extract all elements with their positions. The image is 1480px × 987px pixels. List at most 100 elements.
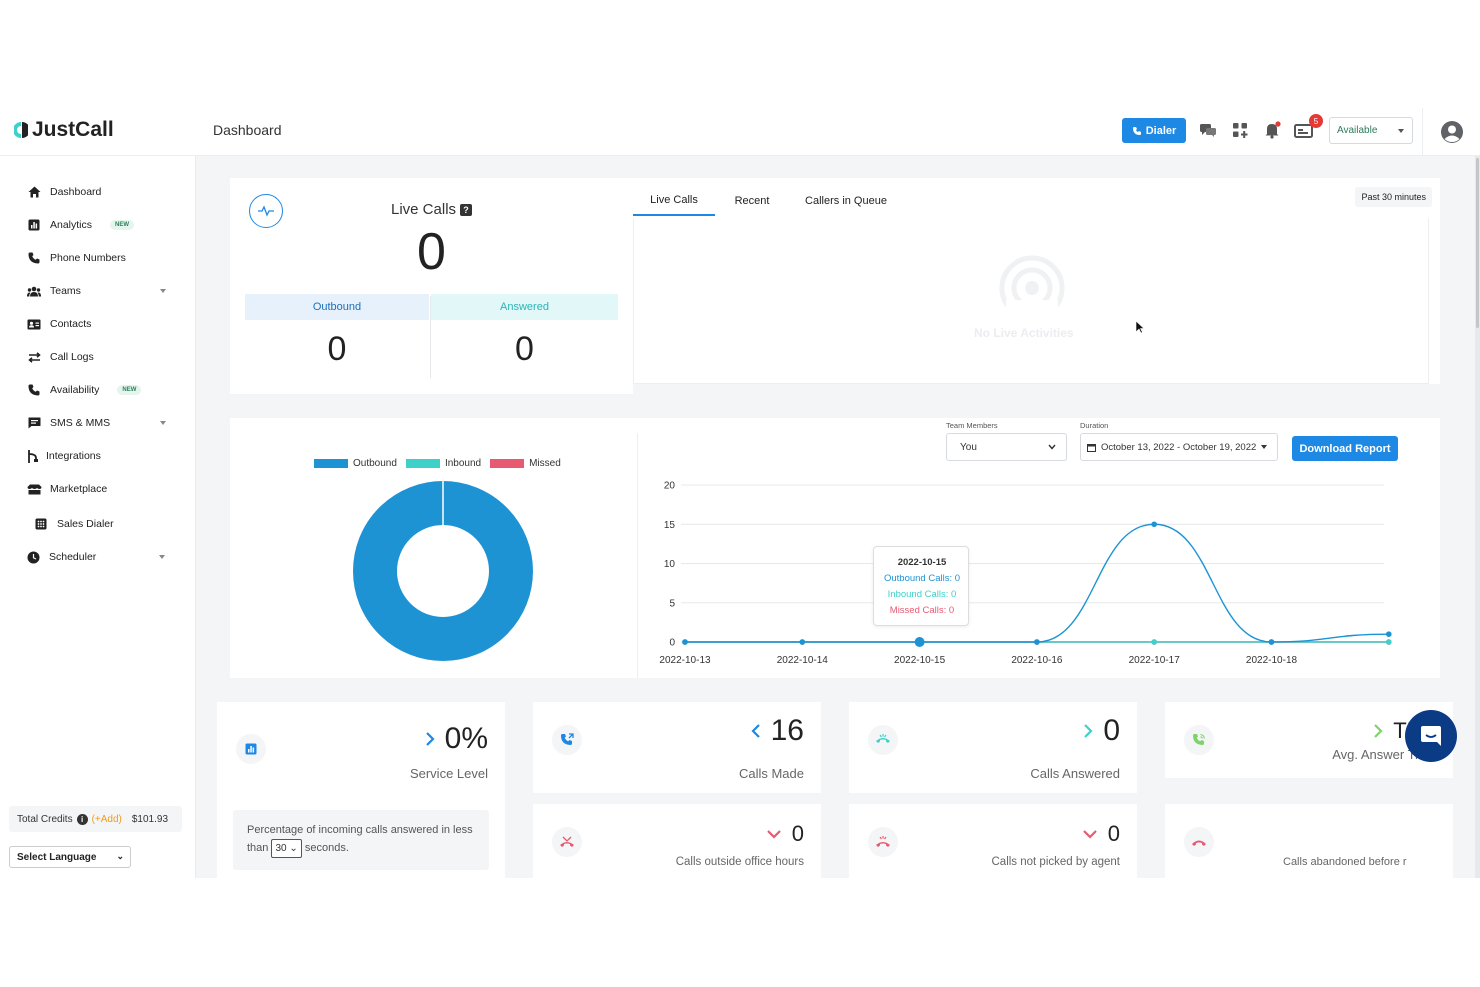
sidebar-item-label: Teams [50,285,81,297]
seconds-select[interactable]: 30 ⌄ [271,839,302,858]
team-members-select[interactable]: You [946,433,1067,461]
sidebar-item-availability[interactable]: Availability NEW [26,380,176,400]
outgoing-call-icon [552,725,582,755]
data-point-outbound [1034,639,1040,645]
outside-hours-number: 0 [791,821,804,846]
x-tick-label: 2022-10-16 [1011,655,1063,666]
y-tick-label: 15 [664,520,676,531]
chevron-down-icon [160,289,166,293]
data-point-inbound [1386,639,1392,645]
mouse-cursor-icon [1135,320,1145,334]
y-tick-label: 5 [669,598,675,609]
sidebar-item-scheduler[interactable]: Scheduler [25,547,175,567]
legend-swatch-inbound [405,459,440,468]
people-icon [26,284,42,298]
calls-made-card: 16 Calls Made [533,702,821,793]
live-calls-title-text: Live Calls [391,201,457,218]
abandoned-label: Calls abandoned before r [1283,856,1407,868]
add-credits-link[interactable]: (+Add) [91,813,122,825]
chevron-left-icon[interactable] [751,723,761,739]
chevron-right-icon[interactable] [1083,723,1093,739]
chevron-down-icon: ⌄ [116,851,124,861]
not-picked-card: 0 Calls not picked by agent [849,804,1137,878]
tab-live-calls[interactable]: Live Calls [633,186,715,216]
dialer-button[interactable]: Dialer [1122,118,1186,143]
hang-up-icon [1184,827,1214,857]
duration-picker[interactable]: October 13, 2022 - October 19, 2022 [1080,433,1278,461]
chevron-down-icon[interactable] [1082,829,1098,839]
live-calls-title: Live Calls ? [391,201,473,218]
legend-label: Inbound [444,458,482,469]
info-icon[interactable]: i [76,813,88,825]
sidebar-item-call-logs[interactable]: Call Logs [26,347,176,367]
outside-hours-card: 0 Calls outside office hours [533,804,821,878]
tab-callers-in-queue[interactable]: Callers in Queue [805,195,887,207]
sidebar-item-label: Dashboard [50,186,102,198]
logo[interactable]: JustCall [14,118,114,142]
calls-answered-number: 0 [1103,714,1120,747]
outside-hours-value: 0 [766,821,804,847]
chevron-down-icon[interactable] [766,829,782,839]
sidebar-item-phone-numbers[interactable]: Phone Numbers [26,248,176,268]
caret-down-icon [1261,445,1268,449]
data-point-outbound [1386,631,1392,637]
service-level-description: Percentage of incoming calls answered in… [233,810,489,870]
new-badge: NEW [110,220,135,230]
total-credits: Total Credits i (+Add) $101.93 [9,806,182,832]
sidebar-item-label: Call Logs [50,351,94,363]
calendar-icon [1087,443,1096,452]
dialer-label: Dialer [1145,124,1177,137]
chevron-down-icon [1398,129,1404,133]
y-tick-label: 10 [664,559,676,570]
sidebar-item-integrations[interactable]: Integrations [26,446,176,466]
help-icon[interactable]: ? [460,203,473,216]
chart-tooltip: 2022-10-15 Outbound Calls: 0 Inbound Cal… [873,546,969,626]
tab-recent[interactable]: Recent [734,195,770,207]
x-tick-label: 2022-10-15 [894,655,946,666]
sidebar-item-sales-dialer[interactable]: Sales Dialer [33,514,183,534]
duration-label: Duration [1080,421,1109,430]
not-picked-value: 0 [1082,821,1120,847]
chevron-right-icon[interactable] [425,731,435,747]
inbox-icon[interactable] [1294,120,1314,140]
download-report-button[interactable]: Download Report [1292,436,1398,461]
data-point-outbound [682,639,688,645]
user-menu[interactable] [1422,108,1480,156]
chevron-down-icon [160,421,166,425]
bell-icon[interactable] [1262,120,1282,140]
chat-icon[interactable] [1198,120,1218,140]
sidebar-item-contacts[interactable]: Contacts [26,314,176,334]
scrollbar-track[interactable] [1475,156,1480,878]
new-badge: NEW [117,385,142,395]
chat-bubble-icon [1421,726,1441,746]
pulse-icon [249,194,283,228]
sidebar-item-label: Analytics [50,219,93,231]
credits-value: $101.93 [131,813,169,825]
sidebar-item-teams[interactable]: Teams [26,281,176,301]
seconds-value: 30 [275,843,287,854]
justcall-logo-icon [14,122,28,138]
phone-icon [1132,126,1141,135]
empty-state-text: No Live Activities [974,326,1074,340]
language-select[interactable]: Select Language ⌄ [9,846,131,868]
sidebar-item-analytics[interactable]: Analytics NEW [26,215,176,235]
not-picked-label: Calls not picked by agent [991,856,1121,868]
live-calls-card: Live Calls ? 0 Outbound Answered 0 0 [230,178,633,394]
y-tick-label: 20 [664,481,676,492]
chevron-right-icon[interactable] [1373,723,1383,739]
page-title: Dashboard [213,122,282,138]
phone-icon [26,251,42,265]
availability-status-select[interactable]: Available [1329,117,1413,144]
sidebar-item-marketplace[interactable]: Marketplace [26,479,176,499]
scrollbar-thumb[interactable] [1476,158,1479,328]
tooltip-date: 2022-10-15 [897,557,947,568]
answered-header: Answered [431,294,618,320]
apps-grid-icon[interactable] [1230,120,1250,140]
sidebar-item-sms-mms[interactable]: SMS & MMS [26,413,176,433]
time-range-badge[interactable]: Past 30 minutes [1355,187,1432,207]
sidebar-item-dashboard[interactable]: Dashboard [26,182,176,202]
sidebar-item-label: SMS & MMS [50,417,111,429]
notification-count-badge: 5 [1309,114,1323,128]
abandoned-card: Calls abandoned before r [1165,804,1453,878]
support-chat-button[interactable] [1405,710,1457,762]
